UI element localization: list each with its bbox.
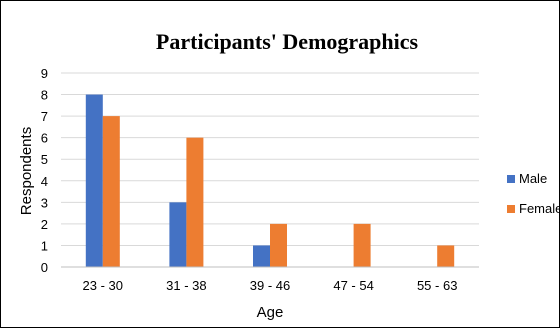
y-tick-label: 9 — [41, 66, 48, 81]
y-tick-label: 5 — [41, 152, 48, 167]
y-tick-label: 4 — [41, 174, 48, 189]
x-tick-label: 55 - 63 — [417, 278, 457, 293]
x-tick-label: 39 - 46 — [250, 278, 290, 293]
legend-swatch-female — [507, 205, 515, 213]
bars — [85, 94, 455, 267]
y-tick-label: 0 — [41, 260, 48, 275]
bar-male-1 — [169, 202, 187, 267]
y-tick-labels: 0 1 2 3 4 5 6 7 8 9 — [41, 66, 48, 275]
gridlines — [61, 72, 479, 246]
bar-male-2 — [253, 245, 270, 267]
legend-label-male: Male — [519, 171, 547, 186]
bar-female-3 — [353, 223, 371, 267]
bar-female-0 — [102, 116, 120, 267]
bar-female-1 — [186, 137, 204, 267]
x-tick-label: 23 - 30 — [83, 278, 123, 293]
bar-female-4 — [437, 245, 455, 267]
x-tick-label: 47 - 54 — [333, 278, 373, 293]
legend-swatch-male — [507, 175, 515, 183]
y-tick-label: 7 — [41, 109, 48, 124]
bar-chart: Participants' Demographics 0 1 2 3 4 5 6 7 8 9 23… — [18, 29, 560, 321]
y-tick-label: 2 — [41, 217, 48, 232]
bar-male-0 — [85, 94, 103, 267]
y-tick-label: 8 — [41, 88, 48, 103]
legend: Male Female — [507, 171, 560, 216]
y-tick-label: 1 — [41, 238, 48, 253]
chart-title: Participants' Demographics — [156, 29, 419, 54]
x-tick-label: 31 - 38 — [166, 278, 206, 293]
y-tick-label: 6 — [41, 131, 48, 146]
bar-female-2 — [270, 223, 287, 267]
x-tick-labels: 23 - 30 31 - 38 39 - 46 47 - 54 55 - 63 — [83, 278, 458, 293]
legend-label-female: Female — [519, 201, 559, 216]
x-axis-label: Age — [257, 304, 284, 321]
y-axis-label: Respondents — [18, 127, 35, 215]
y-tick-label: 3 — [41, 195, 48, 210]
